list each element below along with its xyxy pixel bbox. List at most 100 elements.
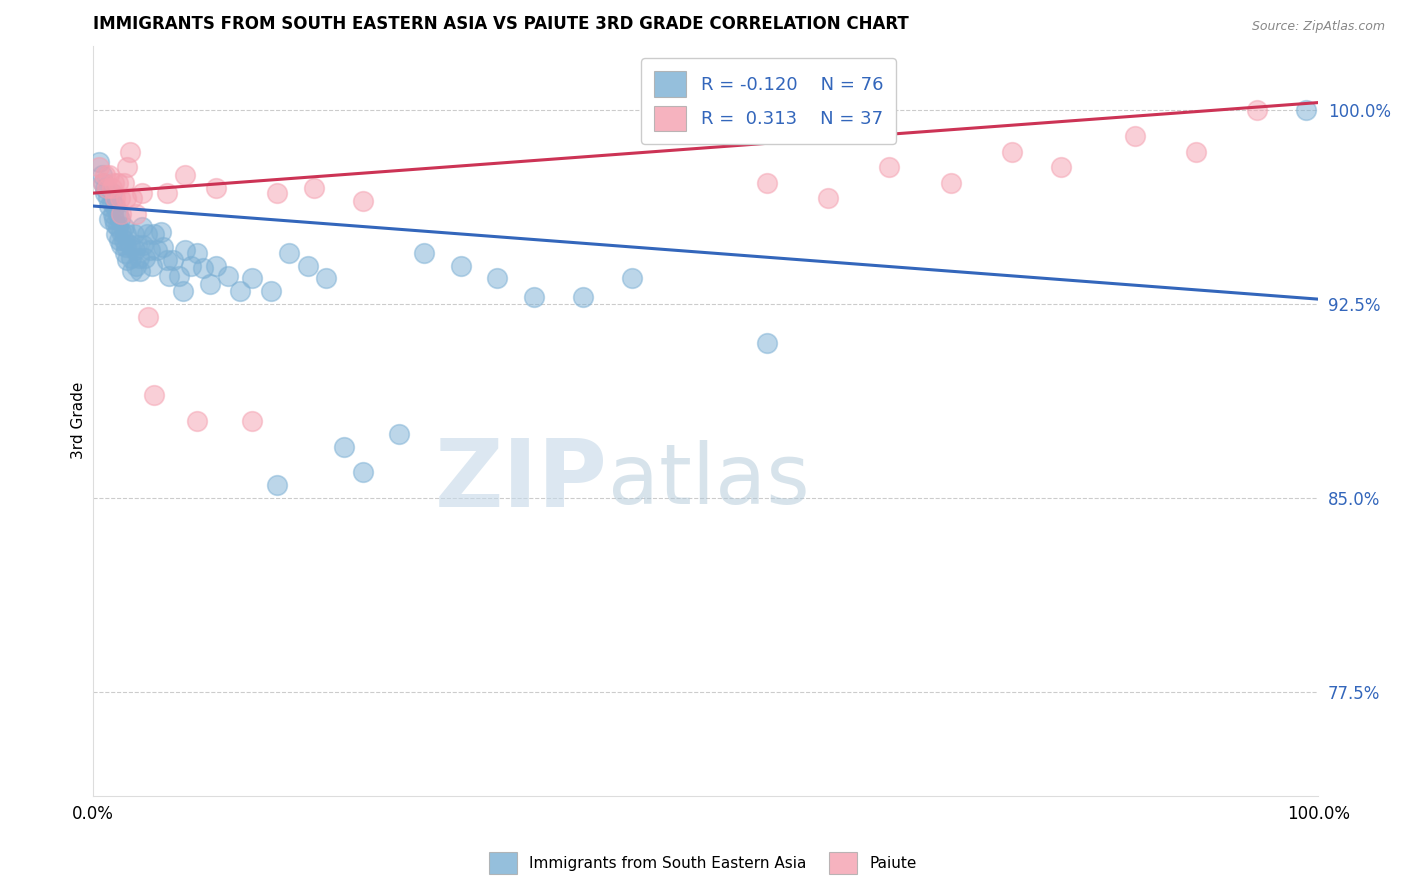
Point xyxy=(121,191,143,205)
Point xyxy=(128,263,150,277)
Text: atlas: atlas xyxy=(607,441,810,521)
Point xyxy=(180,259,202,273)
Point xyxy=(107,207,129,221)
Point xyxy=(486,271,509,285)
Point xyxy=(124,243,146,257)
Point xyxy=(131,219,153,234)
Point xyxy=(315,271,337,285)
Point xyxy=(167,268,190,283)
Point xyxy=(879,160,901,174)
Point xyxy=(125,207,148,221)
Point xyxy=(117,160,139,174)
Point xyxy=(143,388,166,402)
Point xyxy=(104,199,127,213)
Point xyxy=(108,211,131,226)
Point xyxy=(112,176,135,190)
Point xyxy=(110,237,132,252)
Point xyxy=(939,176,962,190)
Point xyxy=(132,237,155,252)
Point xyxy=(117,253,139,268)
Point xyxy=(297,259,319,273)
Point xyxy=(89,160,111,174)
Point xyxy=(100,186,122,200)
Point xyxy=(104,217,127,231)
Point xyxy=(186,245,208,260)
Legend: R = -0.120    N = 76, R =  0.313    N = 37: R = -0.120 N = 76, R = 0.313 N = 37 xyxy=(641,59,896,144)
Point xyxy=(1184,145,1206,159)
Point xyxy=(136,310,159,325)
Point xyxy=(100,181,122,195)
Point xyxy=(174,243,197,257)
Text: IMMIGRANTS FROM SOUTH EASTERN ASIA VS PAIUTE 3RD GRADE CORRELATION CHART: IMMIGRANTS FROM SOUTH EASTERN ASIA VS PA… xyxy=(93,15,908,33)
Point xyxy=(115,240,138,254)
Point xyxy=(413,245,436,260)
Point xyxy=(110,225,132,239)
Point xyxy=(450,259,472,273)
Point xyxy=(104,191,127,205)
Point xyxy=(112,219,135,234)
Point xyxy=(94,168,117,182)
Point xyxy=(242,414,264,428)
Point xyxy=(120,251,142,265)
Point xyxy=(260,285,283,299)
Legend: Immigrants from South Eastern Asia, Paiute: Immigrants from South Eastern Asia, Paiu… xyxy=(484,846,922,880)
Point xyxy=(108,233,131,247)
Point xyxy=(100,196,122,211)
Point xyxy=(141,259,163,273)
Point xyxy=(266,478,288,492)
Point xyxy=(204,181,226,195)
Point xyxy=(278,245,301,260)
Y-axis label: 3rd Grade: 3rd Grade xyxy=(72,382,86,459)
Point xyxy=(96,181,118,195)
Point xyxy=(242,271,264,285)
Point xyxy=(388,426,411,441)
Point xyxy=(121,263,143,277)
Point xyxy=(143,227,166,242)
Point xyxy=(108,191,131,205)
Point xyxy=(217,268,239,283)
Point xyxy=(186,414,208,428)
Point xyxy=(94,186,117,200)
Point xyxy=(122,227,145,242)
Point xyxy=(107,176,129,190)
Point xyxy=(105,227,128,242)
Text: ZIP: ZIP xyxy=(434,434,607,526)
Point xyxy=(1001,145,1024,159)
Point xyxy=(131,186,153,200)
Point xyxy=(125,259,148,273)
Point xyxy=(156,186,179,200)
Point xyxy=(136,227,159,242)
Point xyxy=(162,253,184,268)
Point xyxy=(198,277,221,291)
Text: Source: ZipAtlas.com: Source: ZipAtlas.com xyxy=(1251,20,1385,33)
Point xyxy=(118,237,141,252)
Point xyxy=(756,176,779,190)
Point xyxy=(523,289,546,303)
Point xyxy=(127,237,149,252)
Point xyxy=(97,191,120,205)
Point xyxy=(107,219,129,234)
Point xyxy=(174,168,197,182)
Point xyxy=(146,243,169,257)
Point xyxy=(333,440,356,454)
Point xyxy=(101,207,124,221)
Point xyxy=(112,233,135,247)
Point xyxy=(134,251,156,265)
Point xyxy=(114,245,136,260)
Point xyxy=(98,199,121,213)
Point xyxy=(302,181,325,195)
Point xyxy=(90,168,112,182)
Point xyxy=(229,285,252,299)
Point xyxy=(193,261,215,276)
Point xyxy=(172,285,194,299)
Point xyxy=(103,211,125,226)
Point xyxy=(91,176,114,190)
Point xyxy=(115,227,138,242)
Point xyxy=(352,466,374,480)
Point xyxy=(1123,129,1146,144)
Point xyxy=(204,259,226,273)
Point xyxy=(817,191,839,205)
Point xyxy=(103,176,125,190)
Point xyxy=(118,145,141,159)
Point xyxy=(152,240,174,254)
